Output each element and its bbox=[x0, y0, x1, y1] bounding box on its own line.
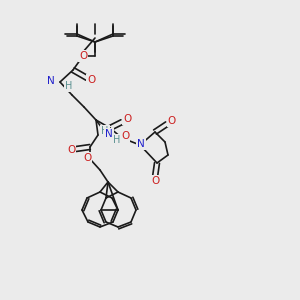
Text: O: O bbox=[79, 51, 87, 61]
Text: O: O bbox=[152, 176, 160, 186]
Text: O: O bbox=[168, 116, 176, 126]
Text: O: O bbox=[87, 75, 95, 85]
Text: O: O bbox=[121, 131, 129, 141]
Text: H: H bbox=[113, 135, 120, 145]
Text: O: O bbox=[83, 153, 91, 163]
Text: N: N bbox=[137, 139, 145, 149]
Text: H: H bbox=[101, 126, 109, 136]
Text: O: O bbox=[123, 114, 131, 124]
Text: O: O bbox=[67, 145, 75, 155]
Text: N: N bbox=[47, 76, 55, 86]
Text: H: H bbox=[65, 81, 72, 91]
Text: N: N bbox=[105, 129, 113, 139]
